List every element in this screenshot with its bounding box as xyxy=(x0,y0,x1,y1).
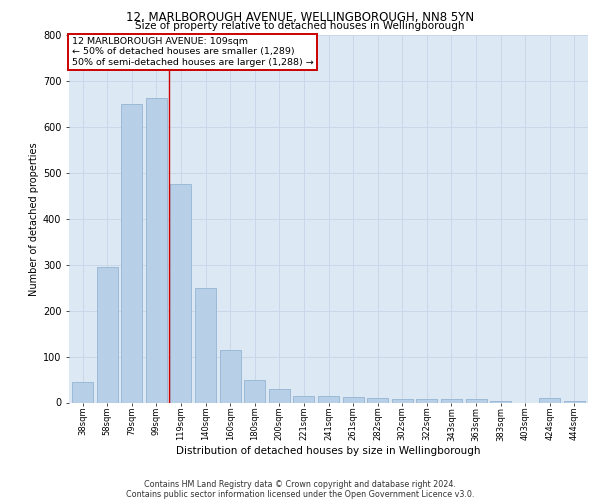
Bar xyxy=(466,400,487,402)
Text: 12, MARLBOROUGH AVENUE, WELLINGBOROUGH, NN8 5YN: 12, MARLBOROUGH AVENUE, WELLINGBOROUGH, … xyxy=(126,11,474,24)
Bar xyxy=(269,388,290,402)
Bar xyxy=(416,399,437,402)
Bar xyxy=(564,401,585,402)
X-axis label: Distribution of detached houses by size in Wellingborough: Distribution of detached houses by size … xyxy=(176,446,481,456)
Bar xyxy=(441,399,462,402)
Bar xyxy=(146,98,167,403)
Bar xyxy=(170,184,191,402)
Text: Size of property relative to detached houses in Wellingborough: Size of property relative to detached ho… xyxy=(135,21,465,31)
Bar xyxy=(195,288,216,403)
Bar xyxy=(539,398,560,402)
Bar xyxy=(490,401,511,402)
Bar xyxy=(367,398,388,402)
Bar xyxy=(220,350,241,403)
Bar xyxy=(121,104,142,403)
Text: Contains HM Land Registry data © Crown copyright and database right 2024.
Contai: Contains HM Land Registry data © Crown c… xyxy=(126,480,474,499)
Bar xyxy=(392,399,413,402)
Y-axis label: Number of detached properties: Number of detached properties xyxy=(29,142,38,296)
Bar xyxy=(97,267,118,402)
Bar xyxy=(293,396,314,402)
Bar xyxy=(72,382,93,402)
Bar xyxy=(343,397,364,402)
Text: 12 MARLBOROUGH AVENUE: 109sqm
← 50% of detached houses are smaller (1,289)
50% o: 12 MARLBOROUGH AVENUE: 109sqm ← 50% of d… xyxy=(71,37,313,66)
Bar xyxy=(318,396,339,402)
Bar xyxy=(244,380,265,402)
